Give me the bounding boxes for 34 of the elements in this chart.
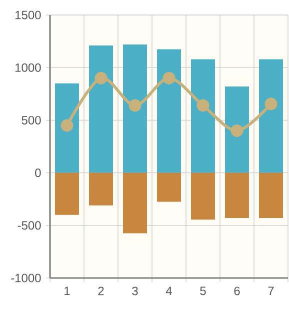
x-tick-label: 4	[166, 286, 172, 295]
bar	[89, 172, 114, 206]
x-tick-label: 7	[268, 286, 274, 295]
bar	[259, 59, 284, 173]
bar	[225, 86, 250, 173]
y-tick-label: -1000	[11, 274, 41, 282]
y-tick-label: 0	[35, 168, 41, 178]
y-tick-label: -500	[18, 221, 41, 230]
x-tick-label: 6	[234, 286, 240, 296]
bar	[123, 44, 148, 173]
point	[94, 72, 108, 84]
bar	[55, 83, 80, 173]
bar	[157, 49, 182, 173]
x-tick-label: 5	[200, 286, 206, 296]
bar	[89, 46, 114, 173]
point	[230, 124, 244, 137]
y-tick-label: 1000	[16, 63, 41, 72]
point	[162, 72, 176, 84]
x-tick-label: 3	[132, 286, 138, 296]
bar	[259, 172, 284, 218]
bar	[123, 172, 148, 234]
y-tick-label: 1500	[16, 10, 41, 20]
point	[60, 119, 74, 132]
bar	[191, 172, 216, 220]
point	[196, 99, 210, 112]
x-tick-label: 2	[98, 286, 104, 296]
bar	[191, 59, 216, 173]
point	[264, 98, 278, 110]
bar	[225, 172, 250, 218]
bar	[157, 172, 182, 202]
bar	[55, 172, 80, 215]
x-tick-label: 1	[64, 286, 70, 295]
y-tick-label: 500	[22, 116, 41, 124]
point	[128, 99, 142, 112]
